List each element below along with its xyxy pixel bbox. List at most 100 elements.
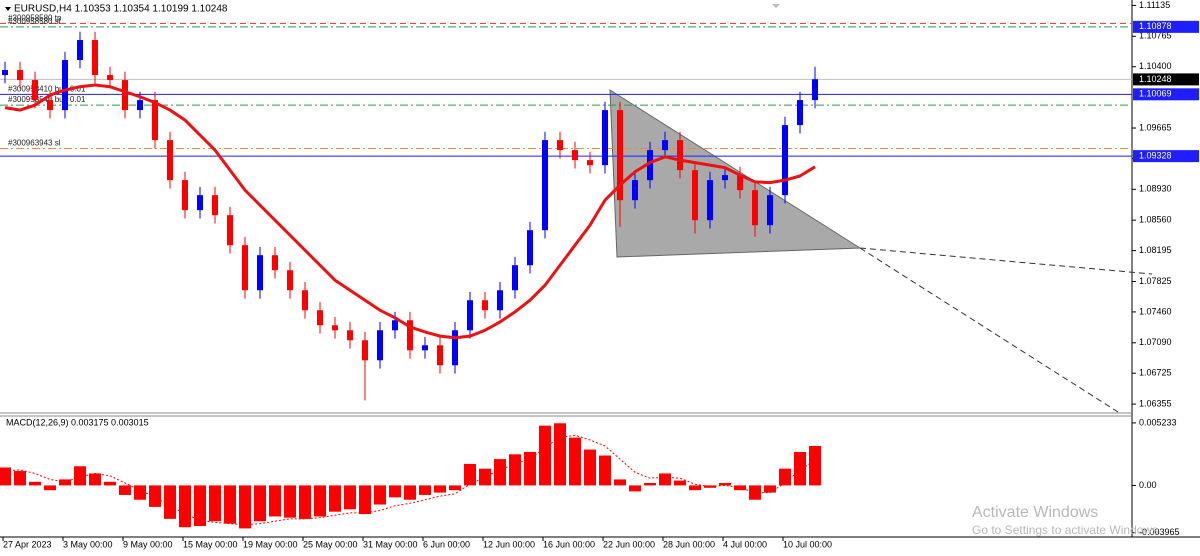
- candle-body: [647, 150, 653, 181]
- order-note: #300958580 tp: [8, 13, 62, 22]
- macd-bar: [224, 485, 236, 524]
- candle-body: [527, 230, 533, 266]
- candle-body: [392, 320, 398, 331]
- candle-body: [587, 160, 593, 166]
- macd-bar: [704, 485, 716, 488]
- candle-body: [317, 310, 323, 326]
- candle-body: [407, 320, 413, 351]
- time-label: 10 Jul 00:00: [783, 539, 832, 549]
- candle-body: [617, 110, 623, 201]
- macd-bar: [689, 485, 701, 491]
- y-tick-label: -0.003965: [1139, 527, 1180, 537]
- macd-bar: [179, 485, 191, 528]
- candle-body: [362, 340, 368, 361]
- candle-body: [467, 300, 473, 331]
- signal-line: [4, 434, 816, 526]
- chart-title: EURUSD,H4 1.10353 1.10354 1.10199 1.1024…: [14, 4, 228, 15]
- candle-body: [77, 40, 83, 61]
- candle-body: [422, 345, 428, 351]
- macd-bar: [254, 485, 266, 522]
- order-note: #300963943 sl: [8, 139, 61, 148]
- candle-body: [662, 140, 668, 151]
- macd-bar: [464, 463, 476, 486]
- macd-bar: [539, 425, 551, 486]
- macd-pane: 0.005233 0.00 -0.003965: [0, 417, 1180, 537]
- macd-bar: [269, 485, 281, 517]
- macd-bar: [599, 455, 611, 486]
- macd-bar: [0, 467, 11, 486]
- macd-bar: [629, 485, 641, 492]
- candle-body: [182, 180, 188, 211]
- macd-bar: [389, 485, 401, 498]
- price-badge: [1133, 73, 1199, 86]
- y-tick-label: 1.06355: [1139, 398, 1172, 408]
- time-label: 27 Apr 2023: [3, 539, 52, 549]
- macd-bar: [659, 473, 671, 486]
- y-tick-label: 1.10765: [1139, 31, 1172, 41]
- price-badge-label: 1.10248: [1139, 74, 1172, 84]
- candle-body: [122, 80, 128, 111]
- time-label: 9 May 00:00: [123, 539, 173, 549]
- candle-body: [272, 255, 278, 271]
- candle-body: [752, 190, 758, 226]
- scroll-marker: [772, 4, 780, 8]
- price-badge: [1133, 20, 1199, 33]
- candle-body: [32, 80, 38, 101]
- candle-body: [62, 60, 68, 111]
- time-label: 31 May 00:00: [363, 539, 418, 549]
- candle-body: [677, 140, 683, 171]
- macd-bar: [554, 423, 566, 486]
- macd-bar: [779, 468, 791, 486]
- candle-body: [92, 40, 98, 76]
- price-badge-label: 1.09328: [1139, 151, 1172, 161]
- y-tick-label: 1.07825: [1139, 276, 1172, 286]
- macd-bar: [164, 485, 176, 519]
- watermark-title: Activate Windows: [972, 504, 1098, 521]
- candle-body: [722, 175, 728, 181]
- candle-body: [2, 70, 8, 76]
- candle-body: [497, 290, 503, 311]
- price-badge-label: 1.10878: [1139, 21, 1172, 31]
- time-label: 3 May 00:00: [63, 539, 113, 549]
- candle-body: [437, 345, 443, 366]
- macd-bar: [299, 485, 311, 519]
- y-tick-label: 0.005233: [1139, 417, 1177, 427]
- y-tick-label: 1.07090: [1139, 337, 1172, 347]
- candle-body: [137, 100, 143, 111]
- menu-arrow: [5, 7, 11, 11]
- y-tick-label: 0.00: [1139, 480, 1157, 490]
- macd-bar: [569, 437, 581, 486]
- candle-body: [17, 70, 23, 81]
- macd-bar: [449, 485, 461, 491]
- candle-body: [557, 140, 563, 151]
- order-note: #300958410 buy 0.01: [8, 84, 86, 93]
- macd-bar: [644, 483, 656, 486]
- candle-body: [287, 270, 293, 291]
- candle-body: [602, 110, 608, 166]
- price-badge: [1133, 150, 1199, 163]
- order-note: #300958580 sl: [8, 17, 61, 26]
- macd-bar: [14, 471, 26, 486]
- candle-body: [767, 195, 773, 226]
- candle-body: [452, 330, 458, 366]
- candle-body: [482, 300, 488, 311]
- y-tick-label: 1.08195: [1139, 245, 1172, 255]
- macd-bar: [29, 481, 41, 486]
- candle-body: [377, 330, 383, 361]
- candle-body: [257, 255, 263, 291]
- macd-bar: [149, 485, 161, 507]
- candle-body: [512, 265, 518, 291]
- macd-bar: [494, 459, 506, 486]
- macd-bar: [404, 485, 416, 500]
- macd-bar: [74, 466, 86, 486]
- y-tick-label: 1.11135: [1139, 0, 1170, 10]
- macd-bar: [584, 449, 596, 486]
- y-tick-label: 1.06725: [1139, 368, 1172, 378]
- macd-bar: [524, 451, 536, 486]
- candle-body: [707, 180, 713, 221]
- macd-bar: [284, 485, 296, 518]
- macd-bar: [344, 485, 356, 510]
- macd-bar: [359, 485, 371, 515]
